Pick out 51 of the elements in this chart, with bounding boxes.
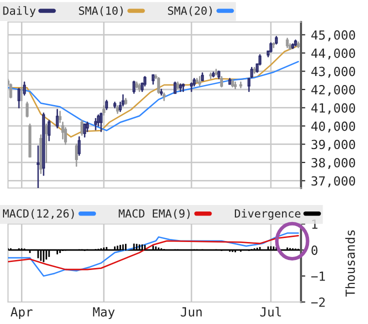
- legend-label: SMA(10): [78, 6, 123, 16]
- y-tick-label: 39,000: [312, 140, 356, 151]
- candlestick: [75, 144, 78, 167]
- y-tick-label: 37,000: [312, 176, 356, 188]
- candlestick: [26, 102, 29, 118]
- candlestick: [22, 82, 26, 96]
- legend-label: Daily: [3, 6, 36, 18]
- candlestick: [56, 108, 59, 128]
- candlestick: [36, 145, 40, 188]
- x-tick-label: May: [93, 307, 115, 320]
- candlestick: [80, 120, 84, 136]
- y-tick-label: −1: [311, 272, 325, 281]
- candlestick: [269, 42, 272, 53]
- candlestick: [220, 76, 224, 88]
- y-tick-label: 45,000: [311, 30, 356, 42]
- candlestick: [105, 100, 108, 110]
- x-tick-label: Apr: [10, 307, 33, 320]
- y-tick-label: 0: [312, 246, 318, 255]
- candlestick: [102, 105, 106, 116]
- legend-label: SMA(20): [168, 6, 212, 16]
- x-tick-label: Jul: [260, 306, 281, 317]
- candlestick: [9, 83, 12, 98]
- line-series: [8, 60, 299, 132]
- y-axis-title: Thousands: [345, 230, 355, 297]
- candlestick: [174, 82, 176, 94]
- candlestick: [18, 88, 20, 108]
- legend-label: Divergence: [234, 209, 300, 220]
- legend-label: MACD(12,26): [3, 209, 74, 220]
- y-tick-label: 42,000: [311, 85, 356, 96]
- y-tick-label: 41,000: [311, 103, 356, 114]
- candlestick: [44, 123, 48, 164]
- y-tick-label: 44,000: [311, 48, 356, 60]
- candlestick: [100, 112, 103, 132]
- candlestick: [286, 38, 289, 48]
- y-tick-label: 43,000: [311, 66, 356, 78]
- candlestick: [198, 76, 202, 87]
- candlestick: [152, 74, 155, 85]
- y-tick-label: 38,000: [312, 158, 356, 169]
- legend-label: MACD EMA(9): [118, 209, 190, 219]
- y-tick-label: 1: [312, 220, 318, 229]
- y-tick-label: −2: [311, 298, 325, 307]
- candlestick: [157, 76, 160, 94]
- candlestick: [83, 123, 86, 138]
- candlestick: [132, 80, 136, 94]
- x-tick-label: Jun: [180, 307, 202, 317]
- candlestick: [48, 120, 51, 142]
- candlestick: [78, 136, 81, 156]
- candlestick: [94, 118, 98, 130]
- y-tick-label: 40,000: [311, 121, 356, 133]
- candlestick: [20, 86, 24, 102]
- candlestick: [86, 122, 89, 132]
